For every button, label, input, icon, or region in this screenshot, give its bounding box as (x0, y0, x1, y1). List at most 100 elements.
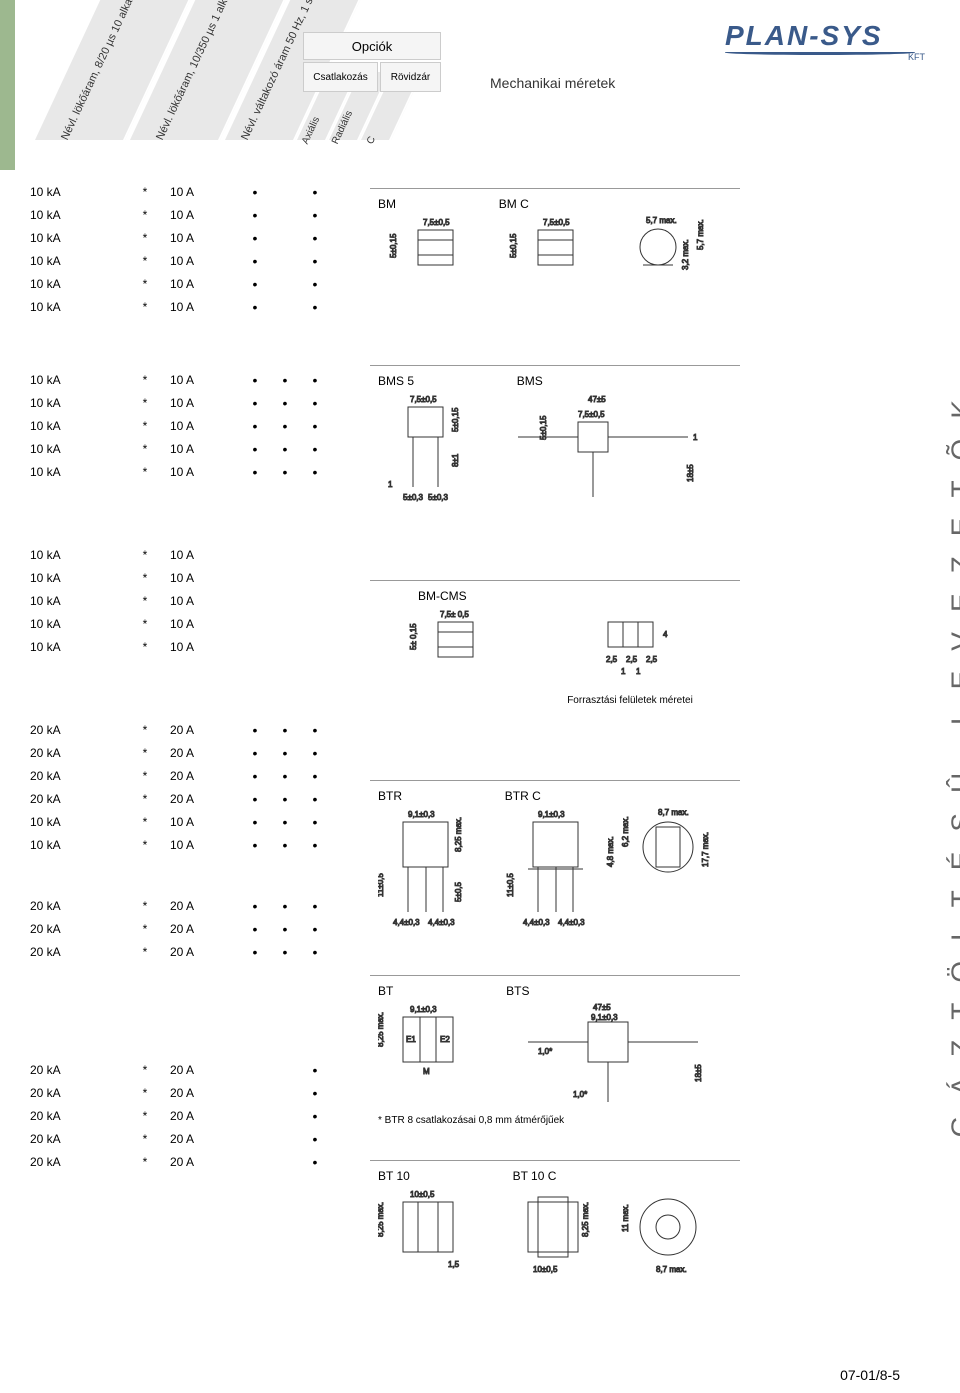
cell-c3: 20 A (170, 1063, 240, 1077)
svg-text:8,25 max.: 8,25 max. (378, 1202, 385, 1237)
svg-text:1: 1 (693, 433, 698, 442)
cell-dot1 (240, 418, 270, 434)
cell-dot3 (300, 1131, 330, 1147)
svg-text:4,4±0,3: 4,4±0,3 (558, 918, 585, 927)
svg-text:5±0,15: 5±0,15 (389, 233, 398, 258)
cell-dot3 (300, 898, 330, 914)
cell-c2: * (120, 1155, 170, 1169)
cell-dot3 (300, 837, 330, 853)
svg-text:47±5: 47±5 (588, 395, 606, 404)
diagram-btr: BTR BTR C 9,1±0,3 8,25 max. 11±0,5 5±0,5… (370, 780, 740, 940)
bt10-svg: 10±0,5 8,25 max. 1,5 10±0,5 8,25 max. 11… (378, 1187, 738, 1297)
cell-c1: 20 kA (30, 922, 120, 936)
diagram-bt10: BT 10 BT 10 C 10±0,5 8,25 max. 1,5 10±0,… (370, 1160, 740, 1300)
cell-c3: 10 A (170, 617, 240, 631)
cell-dot3 (300, 768, 330, 784)
cell-c3: 10 A (170, 419, 240, 433)
cell-c2: * (120, 571, 170, 585)
svg-text:8,7 max.: 8,7 max. (658, 808, 689, 817)
diag-btr-title1: BTR (378, 789, 402, 803)
svg-text:7,5±0,5: 7,5±0,5 (410, 395, 437, 404)
cell-c1: 20 kA (30, 1086, 120, 1100)
opciok-header: Opciók (303, 32, 441, 60)
cell-c2: * (120, 300, 170, 314)
svg-text:9,1±0,3: 9,1±0,3 (408, 810, 435, 819)
cell-c2: * (120, 899, 170, 913)
cell-dot2 (270, 395, 300, 411)
diagram-bt: BT BTS 9,1±0,3 8,25 max. E1 E2 M 47±5 9,… (370, 975, 740, 1140)
cell-c1: 10 kA (30, 396, 120, 410)
cell-dot2 (270, 722, 300, 738)
cell-c2: * (120, 465, 170, 479)
cell-dot3 (300, 230, 330, 246)
svg-text:4: 4 (663, 630, 668, 639)
cell-c2: * (120, 1132, 170, 1146)
svg-text:17,7 max.: 17,7 max. (701, 832, 710, 867)
cell-dot3 (300, 921, 330, 937)
diag-btr-title2: BTR C (505, 789, 541, 803)
svg-text:1: 1 (388, 480, 393, 489)
cell-c3: 20 A (170, 1155, 240, 1169)
diag-bm-title2: BM C (499, 197, 529, 211)
cell-c1: 20 kA (30, 1109, 120, 1123)
cell-c3: 10 A (170, 548, 240, 562)
svg-text:E2: E2 (440, 1035, 450, 1044)
cell-dot3 (300, 1154, 330, 1170)
svg-text:18±5: 18±5 (686, 464, 695, 482)
cell-c2: * (120, 1109, 170, 1123)
svg-text:5±0,15: 5±0,15 (539, 415, 548, 440)
cell-dot3 (300, 791, 330, 807)
cell-c1: 20 kA (30, 792, 120, 806)
cell-c1: 20 kA (30, 899, 120, 913)
cell-dot3 (300, 418, 330, 434)
cell-dot1 (240, 814, 270, 830)
cell-dot1 (240, 944, 270, 960)
svg-text:M: M (423, 1067, 430, 1076)
svg-text:5±0,15: 5±0,15 (451, 407, 460, 432)
cell-c1: 10 kA (30, 185, 120, 199)
svg-text:5,7 max.: 5,7 max. (646, 216, 677, 225)
cell-dot3 (300, 253, 330, 269)
cell-c1: 10 kA (30, 548, 120, 562)
cell-c1: 10 kA (30, 277, 120, 291)
cell-dot2 (270, 768, 300, 784)
cell-dot1 (240, 276, 270, 292)
svg-text:5± 0,15: 5± 0,15 (409, 623, 418, 650)
cell-c3: 20 A (170, 899, 240, 913)
cell-c2: * (120, 1086, 170, 1100)
cell-c2: * (120, 815, 170, 829)
cell-c3: 10 A (170, 640, 240, 654)
cell-c3: 20 A (170, 792, 240, 806)
cell-dot1 (240, 230, 270, 246)
svg-text:4,4±0,3: 4,4±0,3 (393, 918, 420, 927)
cell-c1: 20 kA (30, 769, 120, 783)
cell-c2: * (120, 548, 170, 562)
cell-c2: * (120, 723, 170, 737)
cell-c3: 20 A (170, 723, 240, 737)
svg-text:8,7 max.: 8,7 max. (656, 1265, 687, 1274)
svg-text:2,5: 2,5 (626, 655, 638, 664)
cell-c2: * (120, 792, 170, 806)
logo-sub: KFT (725, 52, 925, 62)
cell-c2: * (120, 208, 170, 222)
svg-text:1,0*: 1,0* (538, 1047, 552, 1056)
cell-c3: 20 A (170, 769, 240, 783)
cell-dot2 (270, 372, 300, 388)
cell-dot3 (300, 299, 330, 315)
cell-c1: 20 kA (30, 723, 120, 737)
table-row: 10 kA*10 A (30, 543, 750, 566)
cell-c2: * (120, 396, 170, 410)
cell-dot1 (240, 441, 270, 457)
cell-c1: 20 kA (30, 945, 120, 959)
svg-text:8,25 max.: 8,25 max. (581, 1202, 590, 1237)
cell-c1: 20 kA (30, 1155, 120, 1169)
cell-c3: 10 A (170, 442, 240, 456)
cell-dot2 (270, 464, 300, 480)
svg-text:11 max.: 11 max. (621, 1204, 630, 1232)
logo-text: PLAN-SYS (725, 20, 925, 52)
cell-dot3 (300, 372, 330, 388)
cell-c3: 20 A (170, 945, 240, 959)
cell-c3: 20 A (170, 1086, 240, 1100)
side-vertical-text: GÁZTÖLTÉSÛ LEVEZETÕK (945, 380, 960, 1137)
diag-bt10-title1: BT 10 (378, 1169, 410, 1183)
